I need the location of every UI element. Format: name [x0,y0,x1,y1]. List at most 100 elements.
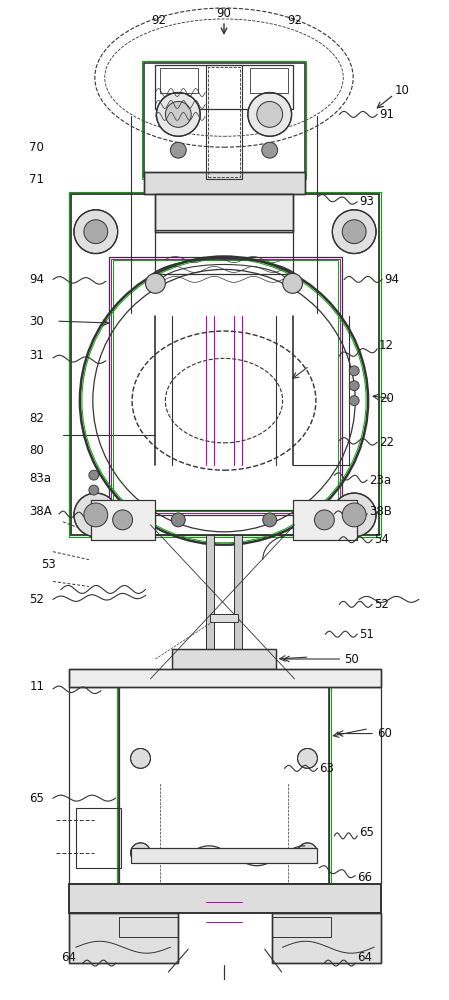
Bar [69,669,381,687]
Text: 64: 64 [357,951,372,964]
Text: 54: 54 [374,533,389,546]
Bar [69,669,381,687]
Circle shape [172,513,185,527]
Bar [144,172,304,194]
Circle shape [349,396,359,406]
Bar [206,535,214,684]
Bar [111,259,340,513]
Bar [69,687,119,884]
Text: 38A: 38A [29,505,52,518]
Bar [210,614,238,622]
Text: 90: 90 [216,7,231,20]
Text: 80: 80 [29,444,44,457]
Bar [155,194,293,232]
Bar [113,260,338,511]
Text: 52: 52 [374,598,389,611]
Bar [117,685,331,886]
Circle shape [332,210,376,254]
Circle shape [131,748,150,768]
Bar [69,884,381,913]
Bar [76,808,121,868]
Text: 11: 11 [29,680,44,693]
Bar [131,848,317,863]
Text: 52: 52 [29,593,44,606]
Bar [155,230,293,274]
Bar [155,65,293,109]
Text: 92: 92 [287,14,302,27]
Circle shape [145,273,165,293]
Text: 22: 22 [379,436,394,449]
Bar [272,913,381,963]
Bar [234,535,242,684]
Text: 83a: 83a [29,472,51,485]
Bar [119,917,178,937]
Bar [172,649,276,669]
Circle shape [84,503,108,527]
Bar [91,500,155,540]
Text: 63: 63 [319,762,335,775]
Bar [272,917,331,937]
Text: 71: 71 [29,173,44,186]
Text: 60: 60 [377,727,392,740]
Circle shape [165,101,191,127]
Bar [141,61,307,179]
Text: 91: 91 [379,108,394,121]
Text: 12: 12 [379,339,394,352]
Bar [69,192,381,537]
Bar [272,913,381,963]
Bar [131,848,317,863]
Text: 30: 30 [29,315,44,328]
Text: 10: 10 [395,84,410,97]
Text: 65: 65 [359,826,374,839]
Bar [172,649,276,669]
Text: 53: 53 [41,558,56,571]
Circle shape [74,210,118,254]
Text: 38B: 38B [369,505,392,518]
Bar [119,687,330,884]
Circle shape [282,273,303,293]
Circle shape [314,510,335,530]
Bar [293,500,357,540]
Text: 31: 31 [29,349,44,362]
Bar [155,510,293,535]
Text: 23a: 23a [369,474,391,487]
Circle shape [257,101,282,127]
Circle shape [89,485,99,495]
Text: 20: 20 [379,392,394,405]
Bar [144,172,304,194]
Circle shape [74,493,118,537]
Circle shape [248,93,291,136]
Text: 50: 50 [344,653,359,666]
Bar [155,194,293,232]
Text: 93: 93 [359,195,374,208]
Bar [91,500,155,540]
Bar [109,257,342,515]
Circle shape [349,381,359,391]
Text: 65: 65 [29,792,44,805]
Text: 70: 70 [29,141,44,154]
Circle shape [298,748,317,768]
Circle shape [262,142,277,158]
Circle shape [170,142,186,158]
Circle shape [298,843,317,863]
Text: 92: 92 [151,14,166,27]
Bar [208,67,240,177]
Bar [69,884,381,913]
Circle shape [113,510,132,530]
Bar [69,913,178,963]
Text: 51: 51 [359,628,374,641]
Text: 94: 94 [29,273,44,286]
Circle shape [84,220,108,244]
Bar [293,500,357,540]
Circle shape [131,843,150,863]
Bar [330,687,381,884]
Circle shape [156,93,200,136]
Circle shape [342,220,366,244]
Circle shape [349,366,359,376]
Text: 82: 82 [29,412,44,425]
Bar [250,68,288,93]
Circle shape [263,513,277,527]
Bar [69,913,178,963]
Circle shape [89,470,99,480]
Circle shape [332,493,376,537]
